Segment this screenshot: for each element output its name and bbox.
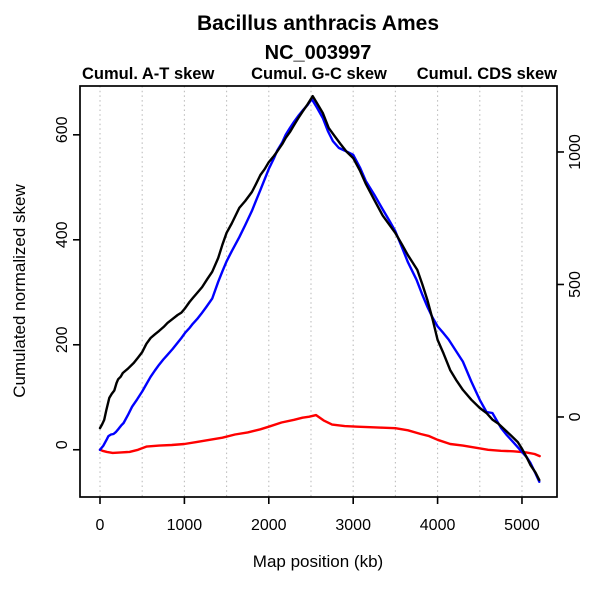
y-left-tick-label: 400 xyxy=(54,221,71,248)
axis-layer: 0 1000 2000 3000 4000 5000 0 200 400 600 0 500 1000 xyxy=(54,116,584,534)
series-layer xyxy=(98,94,541,483)
y-right-tick-label: 1000 xyxy=(567,134,584,170)
series-line-cds_skew xyxy=(98,94,541,482)
legend-item-at-skew: Cumul. A-T skew xyxy=(82,65,214,83)
y-left-tick-label: 600 xyxy=(54,116,71,143)
y-axis-label: Cumulated normalized skew xyxy=(10,184,29,398)
x-tick-label: 5000 xyxy=(504,517,540,534)
legend-item-cds-skew: Cumul. CDS skew xyxy=(417,65,557,83)
x-tick-label: 3000 xyxy=(335,517,371,534)
series-line-at_skew xyxy=(98,413,541,458)
x-tick-label: 0 xyxy=(96,517,105,534)
chart-subtitle: NC_003997 xyxy=(265,42,372,64)
y-left-tick-label: 0 xyxy=(54,440,71,449)
series-line-gc_skew xyxy=(98,97,541,483)
x-axis-label: Map position (kb) xyxy=(253,552,383,571)
chart-title: Bacillus anthracis Ames xyxy=(197,12,439,35)
plot-border xyxy=(79,85,558,498)
y-right-tick-label: 0 xyxy=(567,412,584,421)
gridline-layer xyxy=(99,86,523,497)
y-right-tick-label: 500 xyxy=(567,271,584,298)
legend-item-gc-skew: Cumul. G-C skew xyxy=(251,65,387,83)
x-tick-label: 4000 xyxy=(420,517,456,534)
x-tick-label: 1000 xyxy=(167,517,203,534)
y-left-tick-label: 200 xyxy=(54,326,71,353)
x-tick-label: 2000 xyxy=(251,517,287,534)
